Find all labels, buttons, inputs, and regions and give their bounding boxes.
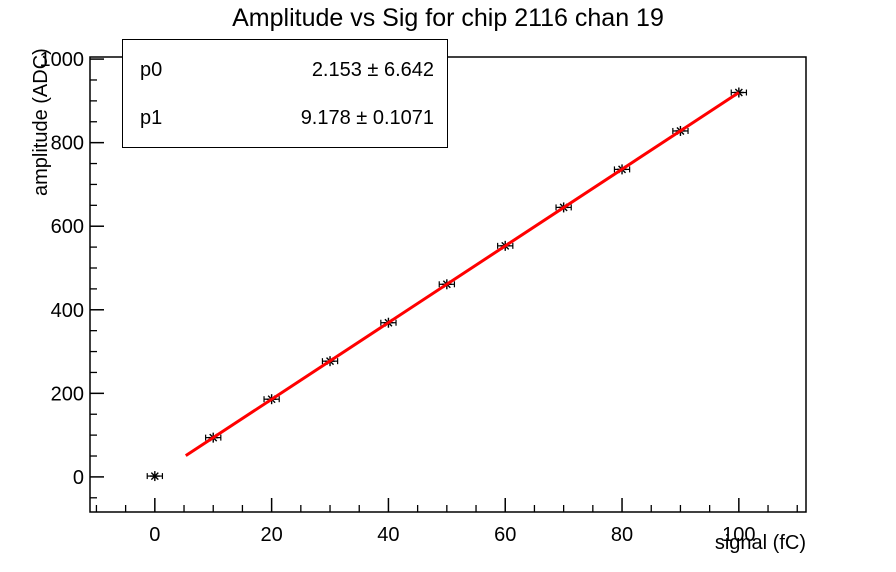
y-tick-label: 800 <box>51 133 84 155</box>
plot-frame <box>89 56 807 513</box>
x-tick-label: 80 <box>611 524 633 546</box>
stats-param-label: p0 <box>140 58 163 81</box>
x-tick-label: 40 <box>377 524 399 546</box>
x-tick-label: 0 <box>149 524 160 546</box>
y-tick-label: 1000 <box>40 49 85 71</box>
stats-param-label: p1 <box>140 106 163 129</box>
y-tick-label: 0 <box>73 467 84 489</box>
y-tick-label: 600 <box>51 216 84 238</box>
x-tick-label: 60 <box>494 524 516 546</box>
data-marker <box>150 472 159 481</box>
stats-param-value: 2.153 ± 6.642 <box>311 58 434 81</box>
stats-row-p0: p0 2.153 ± 6.642 <box>123 46 447 94</box>
x-tick-label: 20 <box>261 524 283 546</box>
y-tick-label: 400 <box>51 300 84 322</box>
y-tick-label: 200 <box>51 383 84 405</box>
chart-title: Amplitude vs Sig for chip 2116 chan 19 <box>232 4 664 32</box>
x-tick-label: 100 <box>722 524 755 546</box>
stats-row-p1: p1 9.178 ± 0.1071 <box>123 94 447 142</box>
stats-param-value: 9.178 ± 0.1071 <box>300 106 434 129</box>
fit-stats-box: p0 2.153 ± 6.642 p1 9.178 ± 0.1071 <box>122 39 448 148</box>
x-axis-title: signal (fC) <box>714 532 806 554</box>
fit-line <box>184 91 740 457</box>
